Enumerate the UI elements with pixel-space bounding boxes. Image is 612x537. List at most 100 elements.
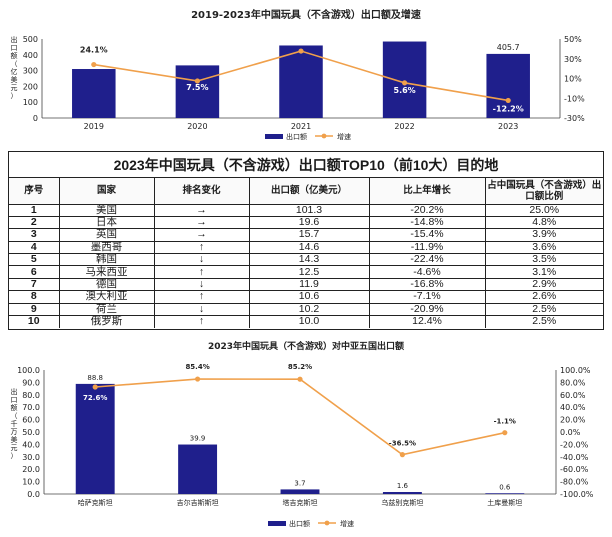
header-country: 国家 (58, 178, 155, 205)
table-row: 1 美国 → 101.3 -20.2% 25.0% (9, 203, 603, 217)
y2-tick-label: 20.0% (560, 416, 586, 425)
y2-tick-label: -10% (564, 94, 585, 103)
cell-rank-change: ↑ (153, 290, 250, 304)
growth-point (91, 61, 97, 68)
x-tick-label: 2023 (498, 122, 518, 131)
x-tick-label: 2020 (187, 122, 207, 131)
y2-tick-label: 60.0% (560, 391, 586, 400)
bar (72, 69, 116, 118)
y-tick-label: 70.0 (22, 403, 40, 412)
cell-export-value: 12.5 (248, 265, 370, 279)
y-tick-label: 80.0 (22, 391, 40, 400)
y-tick-label: 500 (23, 35, 38, 44)
growth-label: 7.5% (186, 83, 208, 92)
cell-rank-change: → (153, 215, 250, 230)
growth-point (399, 452, 405, 458)
growth-point (92, 384, 98, 390)
cell-share: 3.9% (484, 228, 603, 242)
cell-yoy-growth: -20.2% (368, 203, 486, 217)
table-header-row: 序号 国家 排名变化 出口额（亿美元） 比上年增长 占中国玩具（不含游戏）出口额… (9, 178, 603, 205)
cell-share: 3.1% (484, 265, 603, 279)
cell-country: 德国 (58, 277, 155, 292)
y-tick-label: 20.0 (22, 465, 40, 474)
legend-bar-label: 出口额 (289, 519, 310, 528)
y-tick-label: 200 (23, 82, 38, 91)
cell-rank-change: ↓ (153, 277, 250, 292)
growth-label: -1.1% (494, 418, 516, 426)
cell-rank-change: ↑ (153, 265, 250, 279)
x-tick-label: 乌兹别克斯坦 (381, 498, 423, 507)
cell-export-value: 10.6 (248, 290, 370, 304)
growth-label: 85.4% (185, 363, 209, 371)
cell-export-value: 11.9 (248, 277, 370, 292)
cell-rank: 8 (9, 290, 60, 304)
y-tick-label: 0.0 (27, 490, 40, 499)
y-tick-label: 50.0 (22, 428, 40, 437)
y-tick-label: 100 (23, 98, 38, 107)
y-tick-label: 60.0 (22, 416, 40, 425)
table-row: 9 荷兰 ↓ 10.2 -20.9% 2.5% (9, 302, 603, 317)
header-share: 占中国玩具（不含游戏）出口额比例 (484, 178, 603, 205)
table-row: 6 马来西亚 ↑ 12.5 -4.6% 3.1% (9, 265, 603, 279)
growth-label: -36.5% (389, 440, 416, 448)
header-export-value: 出口额（亿美元） (248, 178, 370, 205)
cell-country: 马来西亚 (58, 265, 155, 279)
cell-yoy-growth: -14.8% (368, 215, 486, 230)
x-tick-label: 土库曼斯坦 (487, 498, 522, 507)
y-axis-label: 出口额（亿美元） (11, 35, 18, 100)
legend-line-marker (324, 520, 330, 526)
growth-point (402, 80, 408, 86)
growth-label: 5.6% (394, 86, 416, 95)
y-tick-label: 0 (33, 114, 38, 123)
cell-yoy-growth: -22.4% (368, 253, 486, 267)
cell-rank: 3 (9, 228, 60, 242)
growth-label: -12.2% (493, 104, 524, 113)
y2-tick-label: -80.0% (560, 478, 589, 487)
bar (178, 444, 218, 494)
cell-country: 澳大利亚 (58, 290, 155, 304)
y2-tick-label: -40.0% (560, 453, 589, 462)
cell-country: 美国 (58, 203, 155, 217)
bar-value-label: 405.7 (497, 43, 520, 52)
y2-tick-label: 40.0% (560, 403, 586, 412)
cell-rank: 10 (9, 314, 60, 328)
cell-export-value: 14.3 (248, 253, 370, 267)
cell-share: 2.5% (484, 302, 603, 317)
cell-yoy-growth: -20.9% (368, 302, 486, 317)
growth-point (194, 78, 200, 84)
cell-rank-change: ↑ (153, 314, 250, 328)
cell-yoy-growth: -16.8% (368, 277, 486, 292)
legend-bar-label: 出口额 (286, 132, 307, 141)
bar (175, 65, 220, 118)
table-row: 7 德国 ↓ 11.9 -16.8% 2.9% (9, 277, 603, 292)
cell-export-value: 14.6 (248, 240, 370, 255)
y2-tick-label: 0.0% (560, 428, 581, 437)
growth-point (298, 48, 304, 54)
cell-rank: 7 (9, 277, 60, 292)
cell-rank: 6 (9, 265, 60, 279)
cell-country: 韩国 (58, 253, 155, 267)
bar-value-label: 3.7 (294, 479, 305, 487)
header-rank: 序号 (9, 178, 60, 205)
cell-rank-change: ↑ (153, 240, 250, 255)
y-tick-label: 100.0 (17, 366, 40, 375)
table-row: 5 韩国 ↓ 14.3 -22.4% 3.5% (9, 253, 603, 267)
growth-line (95, 378, 505, 456)
x-tick-label: 2022 (394, 122, 414, 131)
bar-value-label: 39.9 (190, 435, 206, 443)
bar (382, 492, 422, 494)
y-tick-label: 30.0 (22, 453, 40, 462)
growth-point (502, 430, 508, 436)
cell-share: 4.8% (484, 215, 603, 230)
cell-export-value: 101.3 (248, 203, 370, 217)
x-tick-label: 2021 (291, 122, 311, 131)
y2-tick-label: 10% (564, 75, 582, 84)
y2-tick-label: 80.0% (560, 378, 586, 387)
y2-tick-label: -100.0% (560, 490, 594, 499)
y-tick-label: 90.0 (22, 378, 40, 387)
growth-point (505, 97, 511, 104)
table-title: 2023年中国玩具（不含游戏）出口额TOP10（前10大）目的地 (9, 152, 603, 178)
legend-line-label: 增速 (337, 132, 351, 141)
